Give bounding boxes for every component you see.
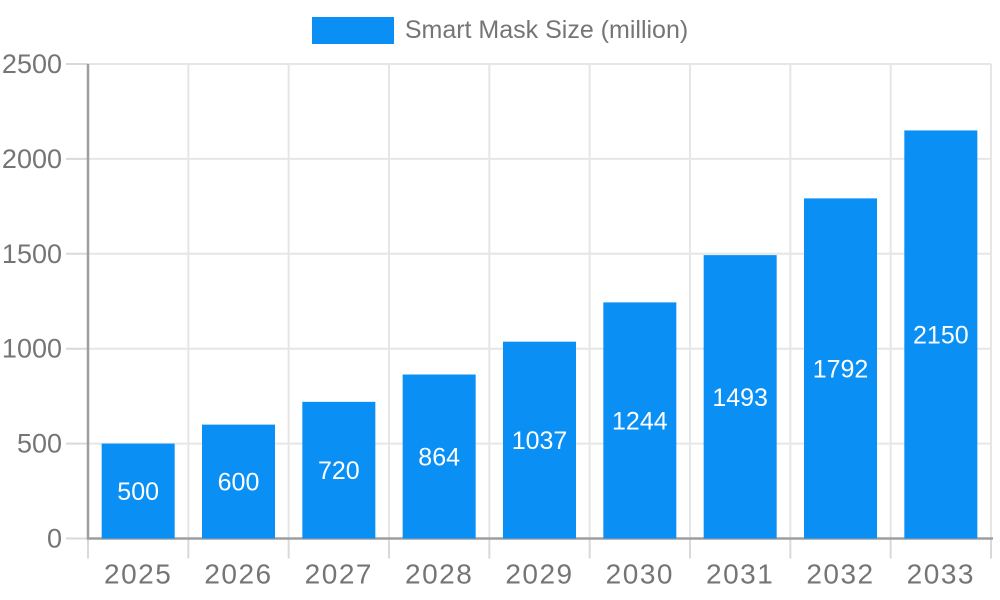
x-axis-tick-label: 2031 xyxy=(706,559,774,590)
x-axis-tick-label: 2030 xyxy=(606,559,674,590)
bar-2032[interactable] xyxy=(804,198,877,539)
x-axis-tick-label: 2025 xyxy=(104,559,172,590)
x-axis-tick-label: 2032 xyxy=(806,559,874,590)
y-axis-tick-label: 0 xyxy=(47,524,62,554)
y-axis-tick-label: 1000 xyxy=(2,334,62,364)
bar-2030[interactable] xyxy=(603,302,677,539)
legend-swatch xyxy=(311,17,394,44)
bar-value-label: 720 xyxy=(318,457,360,485)
bar-value-label: 2150 xyxy=(913,321,969,349)
x-axis-tick-label: 2027 xyxy=(305,559,373,590)
bar-2033[interactable] xyxy=(904,130,978,539)
x-axis-tick-label: 2028 xyxy=(405,559,473,590)
gridlines xyxy=(88,63,992,539)
bar-value-label: 500 xyxy=(117,478,159,506)
bar-2028[interactable] xyxy=(402,374,476,539)
bar-value-label: 1244 xyxy=(612,407,668,435)
bar-value-label: 1493 xyxy=(712,384,768,412)
bar-value-label: 864 xyxy=(418,444,460,472)
axis-labels: 0 500 1000 1500 2000 2500 2025 2026 2027 2028 2029… xyxy=(2,49,975,590)
x-axis-tick-label: 2029 xyxy=(505,559,573,590)
x-axis-tick-label: 2033 xyxy=(907,559,975,590)
bar-2029[interactable] xyxy=(503,341,576,539)
y-axis-tick-label: 2500 xyxy=(2,49,62,79)
bar-value-label: 600 xyxy=(218,469,260,497)
bar-2026[interactable] xyxy=(202,424,275,539)
legend-label: Smart Mask Size (million) xyxy=(404,16,689,44)
x-axis-tick-label: 2026 xyxy=(204,559,272,590)
bars: 500 600 720 864 1037 1244 1493 1792 2150 xyxy=(101,130,978,539)
bar-value-label: 1037 xyxy=(512,427,568,455)
y-axis-tick-label: 500 xyxy=(17,429,62,459)
bar-2027[interactable] xyxy=(302,401,376,539)
y-axis-tick-label: 2000 xyxy=(2,144,62,174)
axis-ticks xyxy=(66,63,992,559)
bar-value-label: 1792 xyxy=(813,355,869,383)
bar-2025[interactable] xyxy=(101,443,175,539)
bar-2031[interactable] xyxy=(703,255,777,539)
y-axis-tick-label: 1500 xyxy=(2,239,62,269)
chart-legend[interactable]: Smart Mask Size (million) xyxy=(0,17,1000,44)
